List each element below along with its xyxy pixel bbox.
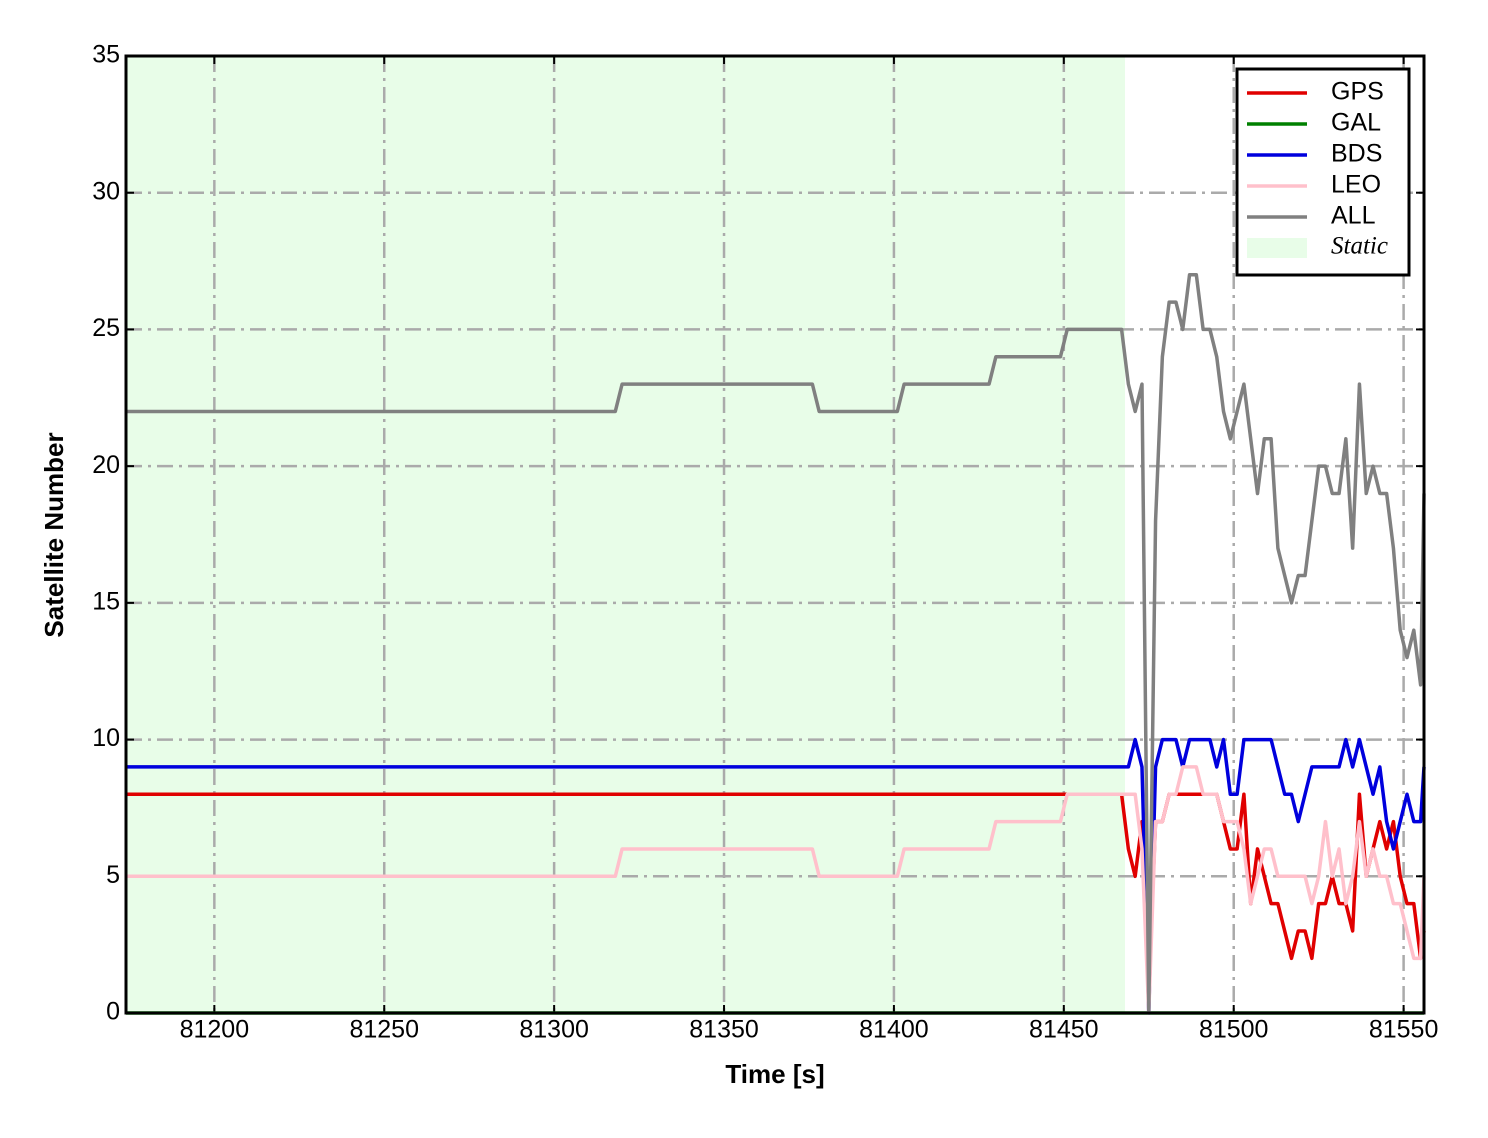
y-tick-label: 35 [92,41,120,69]
x-tick-label: 81500 [1199,1016,1269,1044]
x-axis-label: Time [s] [725,1059,824,1089]
legend-label: BDS [1331,140,1382,168]
x-tick-label: 81250 [349,1016,419,1044]
y-tick-label: 30 [92,177,120,205]
legend-label: Static [1331,233,1388,260]
legend-label: LEO [1331,171,1381,199]
y-tick-label: 20 [92,451,120,479]
y-tick-label: 25 [92,314,120,342]
x-tick-label: 81550 [1369,1016,1439,1044]
x-tick-label: 81450 [1029,1016,1099,1044]
legend-label: ALL [1331,202,1376,230]
y-tick-label: 0 [106,998,120,1026]
series-line [126,765,1426,1015]
x-tick-label: 81350 [689,1016,759,1044]
x-tick-label: 81200 [180,1016,250,1044]
legend-label: GAL [1331,109,1381,137]
y-tick-label: 15 [92,587,120,615]
legend-swatch [1247,238,1307,258]
series-line [126,272,1426,1015]
legend-label: GPS [1331,78,1384,106]
x-tick-label: 81300 [519,1016,589,1044]
series-line [126,737,1426,1015]
y-tick-label: 5 [106,861,120,889]
y-axis-label: Satellite Number [39,432,69,637]
static-region [126,56,1125,1013]
x-tick-label: 81400 [859,1016,929,1044]
y-tick-label: 10 [92,724,120,752]
plot-frame [124,54,1426,1015]
